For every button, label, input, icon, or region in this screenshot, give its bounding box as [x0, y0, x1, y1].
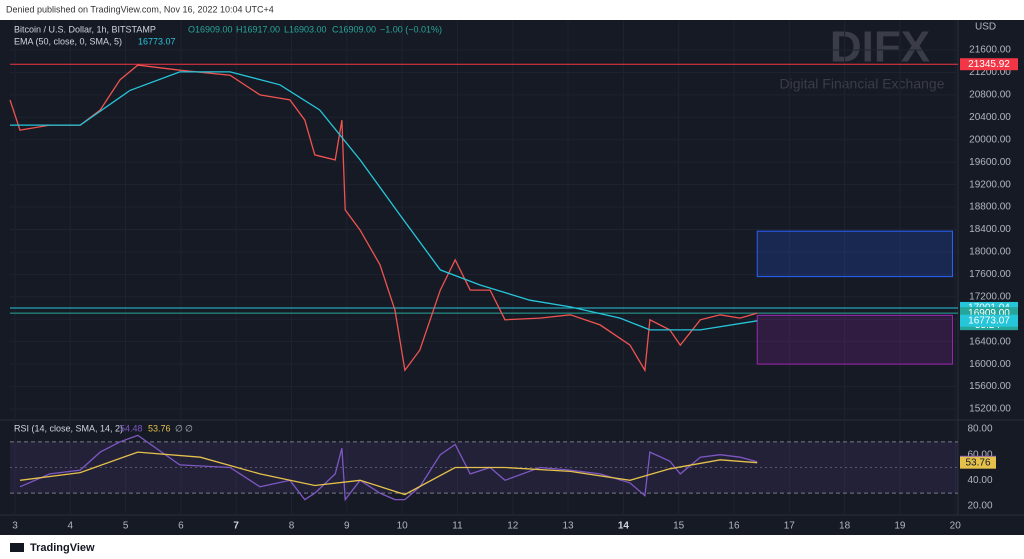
legend-title: Bitcoin / U.S. Dollar, 1h, BITSTAMP [14, 24, 156, 34]
top-bar [0, 0, 1024, 20]
ohlc-value: L16903.00 [284, 24, 327, 34]
ohlc-value: −1.00 (−0.01%) [380, 24, 442, 34]
series-line [19, 451, 758, 496]
published-note: Denied published on TradingView.com, Nov… [6, 4, 274, 14]
y-tick-label: 21200.00 [969, 67, 1011, 78]
zone [756, 230, 953, 278]
ohlc-value: H16917.00 [236, 24, 280, 34]
y-tick-label: 20400.00 [969, 112, 1011, 123]
y-tick-label: 16000.00 [969, 359, 1011, 370]
footer-logo [10, 543, 24, 552]
x-tick-label: 3 [12, 521, 18, 532]
x-tick-label: 15 [673, 521, 685, 532]
x-tick-label: 5 [123, 521, 129, 532]
x-tick-label: 13 [563, 521, 575, 532]
rsi-tick-label: 60.00 [967, 449, 992, 460]
price-badge-label: 16909.00 [968, 308, 1010, 319]
x-tick-label: 19 [894, 521, 906, 532]
rsi-empty: ∅ [175, 423, 183, 433]
legend-ema: EMA (50, close, 0, SMA, 5) [14, 36, 122, 46]
rsi-tick-label: 20.00 [967, 501, 992, 512]
rsi-value: 54.48 [120, 423, 143, 433]
watermark-text: Digital Financial Exchange [780, 76, 945, 92]
price-badge [960, 58, 1018, 71]
y-tick-label: 18400.00 [969, 224, 1011, 235]
x-tick-label: 11 [452, 521, 463, 532]
legend-ema-value: 16773.07 [138, 36, 176, 46]
rsi-tick-label: 40.00 [967, 475, 992, 486]
y-tick-label: 17200.00 [969, 291, 1011, 302]
x-tick-label: 17 [784, 521, 796, 532]
bottom-bar [0, 535, 1024, 559]
series-line [9, 64, 758, 373]
x-tick-label: 8 [289, 521, 295, 532]
y-tick-label: 15600.00 [969, 381, 1011, 392]
series-line [10, 71, 758, 331]
watermark-logo: DIFX [830, 23, 930, 72]
y-tick-label: 19600.00 [969, 157, 1011, 168]
rsi-title: RSI (14, close, SMA, 14, 2) [14, 423, 123, 433]
zone [756, 314, 953, 365]
x-tick-label: 6 [178, 521, 184, 532]
ohlc-value: O16909.00 [188, 24, 233, 34]
y-tick-label: 20000.00 [969, 134, 1011, 145]
ohlc-value: C16909.00 [332, 24, 376, 34]
x-tick-label: 7 [233, 521, 239, 532]
y-tick-label: 21600.00 [969, 45, 1011, 56]
series-line [19, 434, 758, 502]
y-tick-label: 16400.00 [969, 336, 1011, 347]
y-tick-label: 19200.00 [969, 179, 1011, 190]
rsi-ma-value: 53.76 [148, 423, 171, 433]
price-badge-label: 16773.07 [968, 315, 1010, 326]
price-badge [960, 314, 1018, 327]
rsi-empty: ∅ [185, 423, 193, 433]
y-tick-label: 17600.00 [969, 269, 1011, 280]
rsi-tick-label: 80.00 [967, 424, 992, 435]
price-badge-label: 21345.92 [968, 59, 1010, 70]
x-tick-label: 20 [950, 521, 962, 532]
x-tick-label: 16 [728, 521, 740, 532]
footer-brand: TradingView [30, 542, 95, 554]
y-tick-label: 15200.00 [969, 404, 1011, 415]
x-tick-label: 10 [397, 521, 409, 532]
y-tick-label: 20800.00 [969, 89, 1011, 100]
rsi-badge [960, 456, 996, 469]
x-tick-label: 9 [344, 521, 350, 532]
rsi-badge-label: 53.76 [965, 457, 990, 468]
x-tick-label: 18 [839, 521, 851, 532]
y-unit: USD [975, 22, 996, 33]
x-tick-label: 14 [618, 521, 630, 532]
y-tick-label: 18800.00 [969, 202, 1011, 213]
x-tick-label: 12 [507, 521, 519, 532]
y-tick-label: 18000.00 [969, 247, 1011, 258]
x-tick-label: 4 [68, 521, 74, 532]
